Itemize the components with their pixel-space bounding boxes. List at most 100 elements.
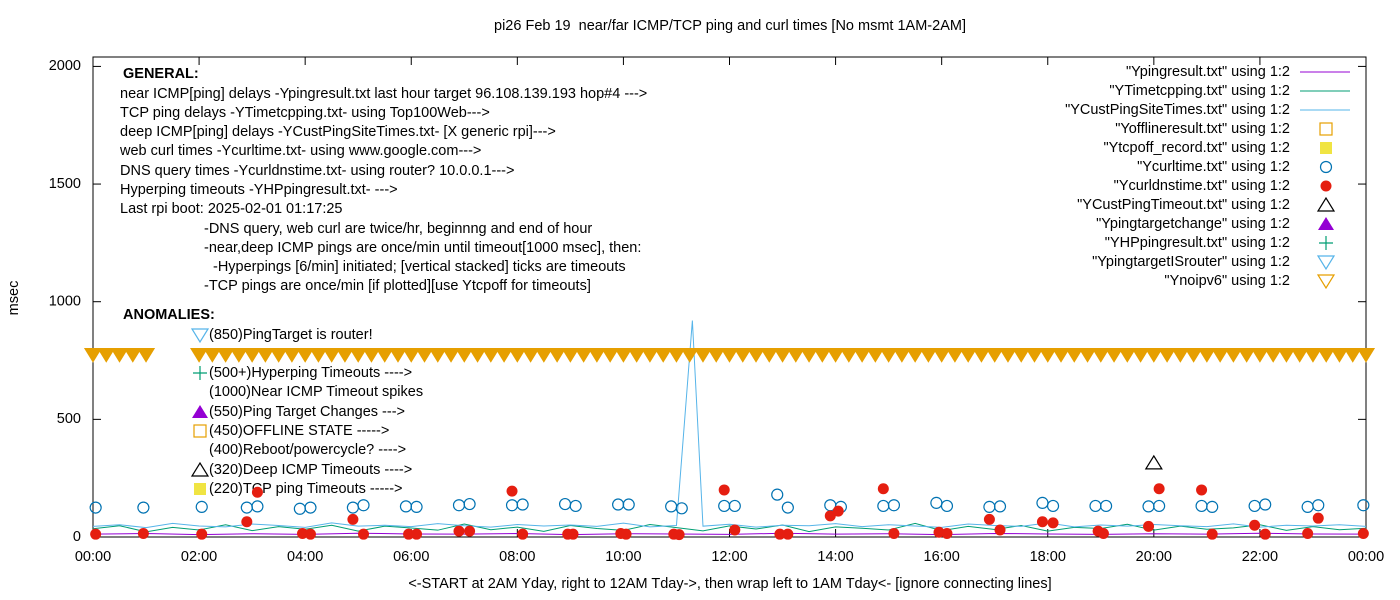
point: [375, 348, 394, 363]
point: [1104, 348, 1124, 363]
legend-swatch: [1319, 236, 1333, 250]
point: [403, 528, 415, 540]
point: [358, 528, 370, 540]
point: [256, 348, 275, 363]
x-tick-label: 02:00: [181, 549, 217, 565]
point: [622, 498, 635, 511]
annotation: (400)Reboot/powercycle? ---->: [209, 442, 406, 458]
legend-swatch: [1319, 122, 1333, 136]
point: [1248, 499, 1261, 513]
point: [627, 348, 646, 363]
point: [1025, 348, 1044, 363]
chart-title: pi26 Feb 19 near/far ICMP/TCP ping and c…: [494, 18, 966, 34]
x-tick-label: 20:00: [1136, 549, 1172, 565]
point: [1343, 348, 1362, 363]
point: [1047, 517, 1059, 529]
x-tick-label: 12:00: [711, 549, 747, 565]
point: [97, 348, 116, 363]
point: [906, 348, 925, 363]
point: [879, 348, 898, 363]
x-tick-label: 00:00: [1348, 549, 1384, 565]
point: [569, 499, 582, 513]
legend-label: "YHPpingresult.txt" using 1:2: [1105, 235, 1290, 251]
point: [733, 348, 752, 363]
point: [137, 501, 150, 514]
point: [304, 528, 316, 540]
annotation-icon: [193, 366, 207, 380]
point: [1277, 348, 1296, 363]
annotation-icon: [190, 328, 210, 344]
point: [428, 348, 447, 363]
point: [574, 348, 593, 363]
point: [826, 348, 845, 363]
point: [998, 348, 1018, 363]
point: [673, 529, 685, 541]
point: [1250, 348, 1269, 363]
point: [349, 348, 368, 363]
point: [853, 348, 872, 363]
point: [1206, 500, 1219, 513]
point: [877, 499, 890, 513]
point: [940, 499, 954, 513]
point: [620, 528, 632, 540]
point: [506, 485, 518, 497]
point: [1142, 500, 1155, 513]
x-tick-label: 18:00: [1030, 549, 1066, 565]
x-tick-label: 08:00: [499, 549, 535, 565]
point: [468, 348, 487, 363]
point: [654, 348, 673, 363]
point: [548, 348, 567, 363]
annotation: deep ICMP[ping] delays -YCustPingSiteTim…: [120, 124, 556, 140]
point: [1153, 483, 1165, 495]
point: [707, 348, 726, 363]
point: [362, 348, 381, 363]
annotation: -DNS query, web curl are twice/hr, begin…: [204, 221, 592, 237]
point: [1197, 348, 1216, 363]
point: [508, 348, 527, 363]
legend-label: "Ytcpoff_record.txt" using 1:2: [1103, 140, 1290, 156]
point: [1211, 348, 1230, 363]
point: [1224, 348, 1243, 363]
point: [680, 348, 699, 363]
point: [919, 348, 938, 363]
point: [813, 348, 832, 363]
point: [89, 501, 102, 514]
point: [1357, 527, 1369, 539]
point: [1301, 500, 1314, 513]
point: [729, 524, 741, 536]
point: [799, 348, 819, 363]
point: [195, 500, 208, 513]
point: [1206, 528, 1218, 540]
point: [216, 348, 235, 363]
point: [675, 502, 688, 515]
annotation: (1000)Near ICMP Timeout spikes: [209, 384, 423, 400]
point: [347, 513, 359, 525]
point: [240, 501, 253, 514]
point: [985, 348, 1004, 363]
point: [309, 348, 328, 363]
annotation: ANOMALIES:: [123, 307, 215, 323]
y-tick-label: 0: [73, 529, 81, 545]
point: [1065, 348, 1084, 363]
legend-swatch: [1320, 142, 1332, 154]
point: [728, 499, 741, 513]
point: [304, 501, 317, 514]
point: [516, 498, 529, 511]
point: [774, 528, 786, 540]
point: [293, 502, 306, 515]
point: [746, 348, 766, 363]
point: [1158, 348, 1177, 363]
point: [983, 500, 996, 513]
point: [1099, 499, 1113, 513]
legend-swatch: [1316, 255, 1336, 271]
point: [388, 348, 408, 363]
annotation: (220)TCP ping Timeouts ----->: [209, 481, 403, 497]
point: [241, 516, 253, 528]
point: [561, 348, 580, 363]
legend-label: "Ycurltime.txt" using 1:2: [1137, 159, 1290, 175]
legend-label: "YCustPingTimeout.txt" using 1:2: [1077, 197, 1290, 213]
legend-label: "Ypingtargetchange" using 1:2: [1096, 216, 1290, 232]
point: [781, 501, 794, 514]
y-tick-label: 2000: [49, 58, 81, 74]
